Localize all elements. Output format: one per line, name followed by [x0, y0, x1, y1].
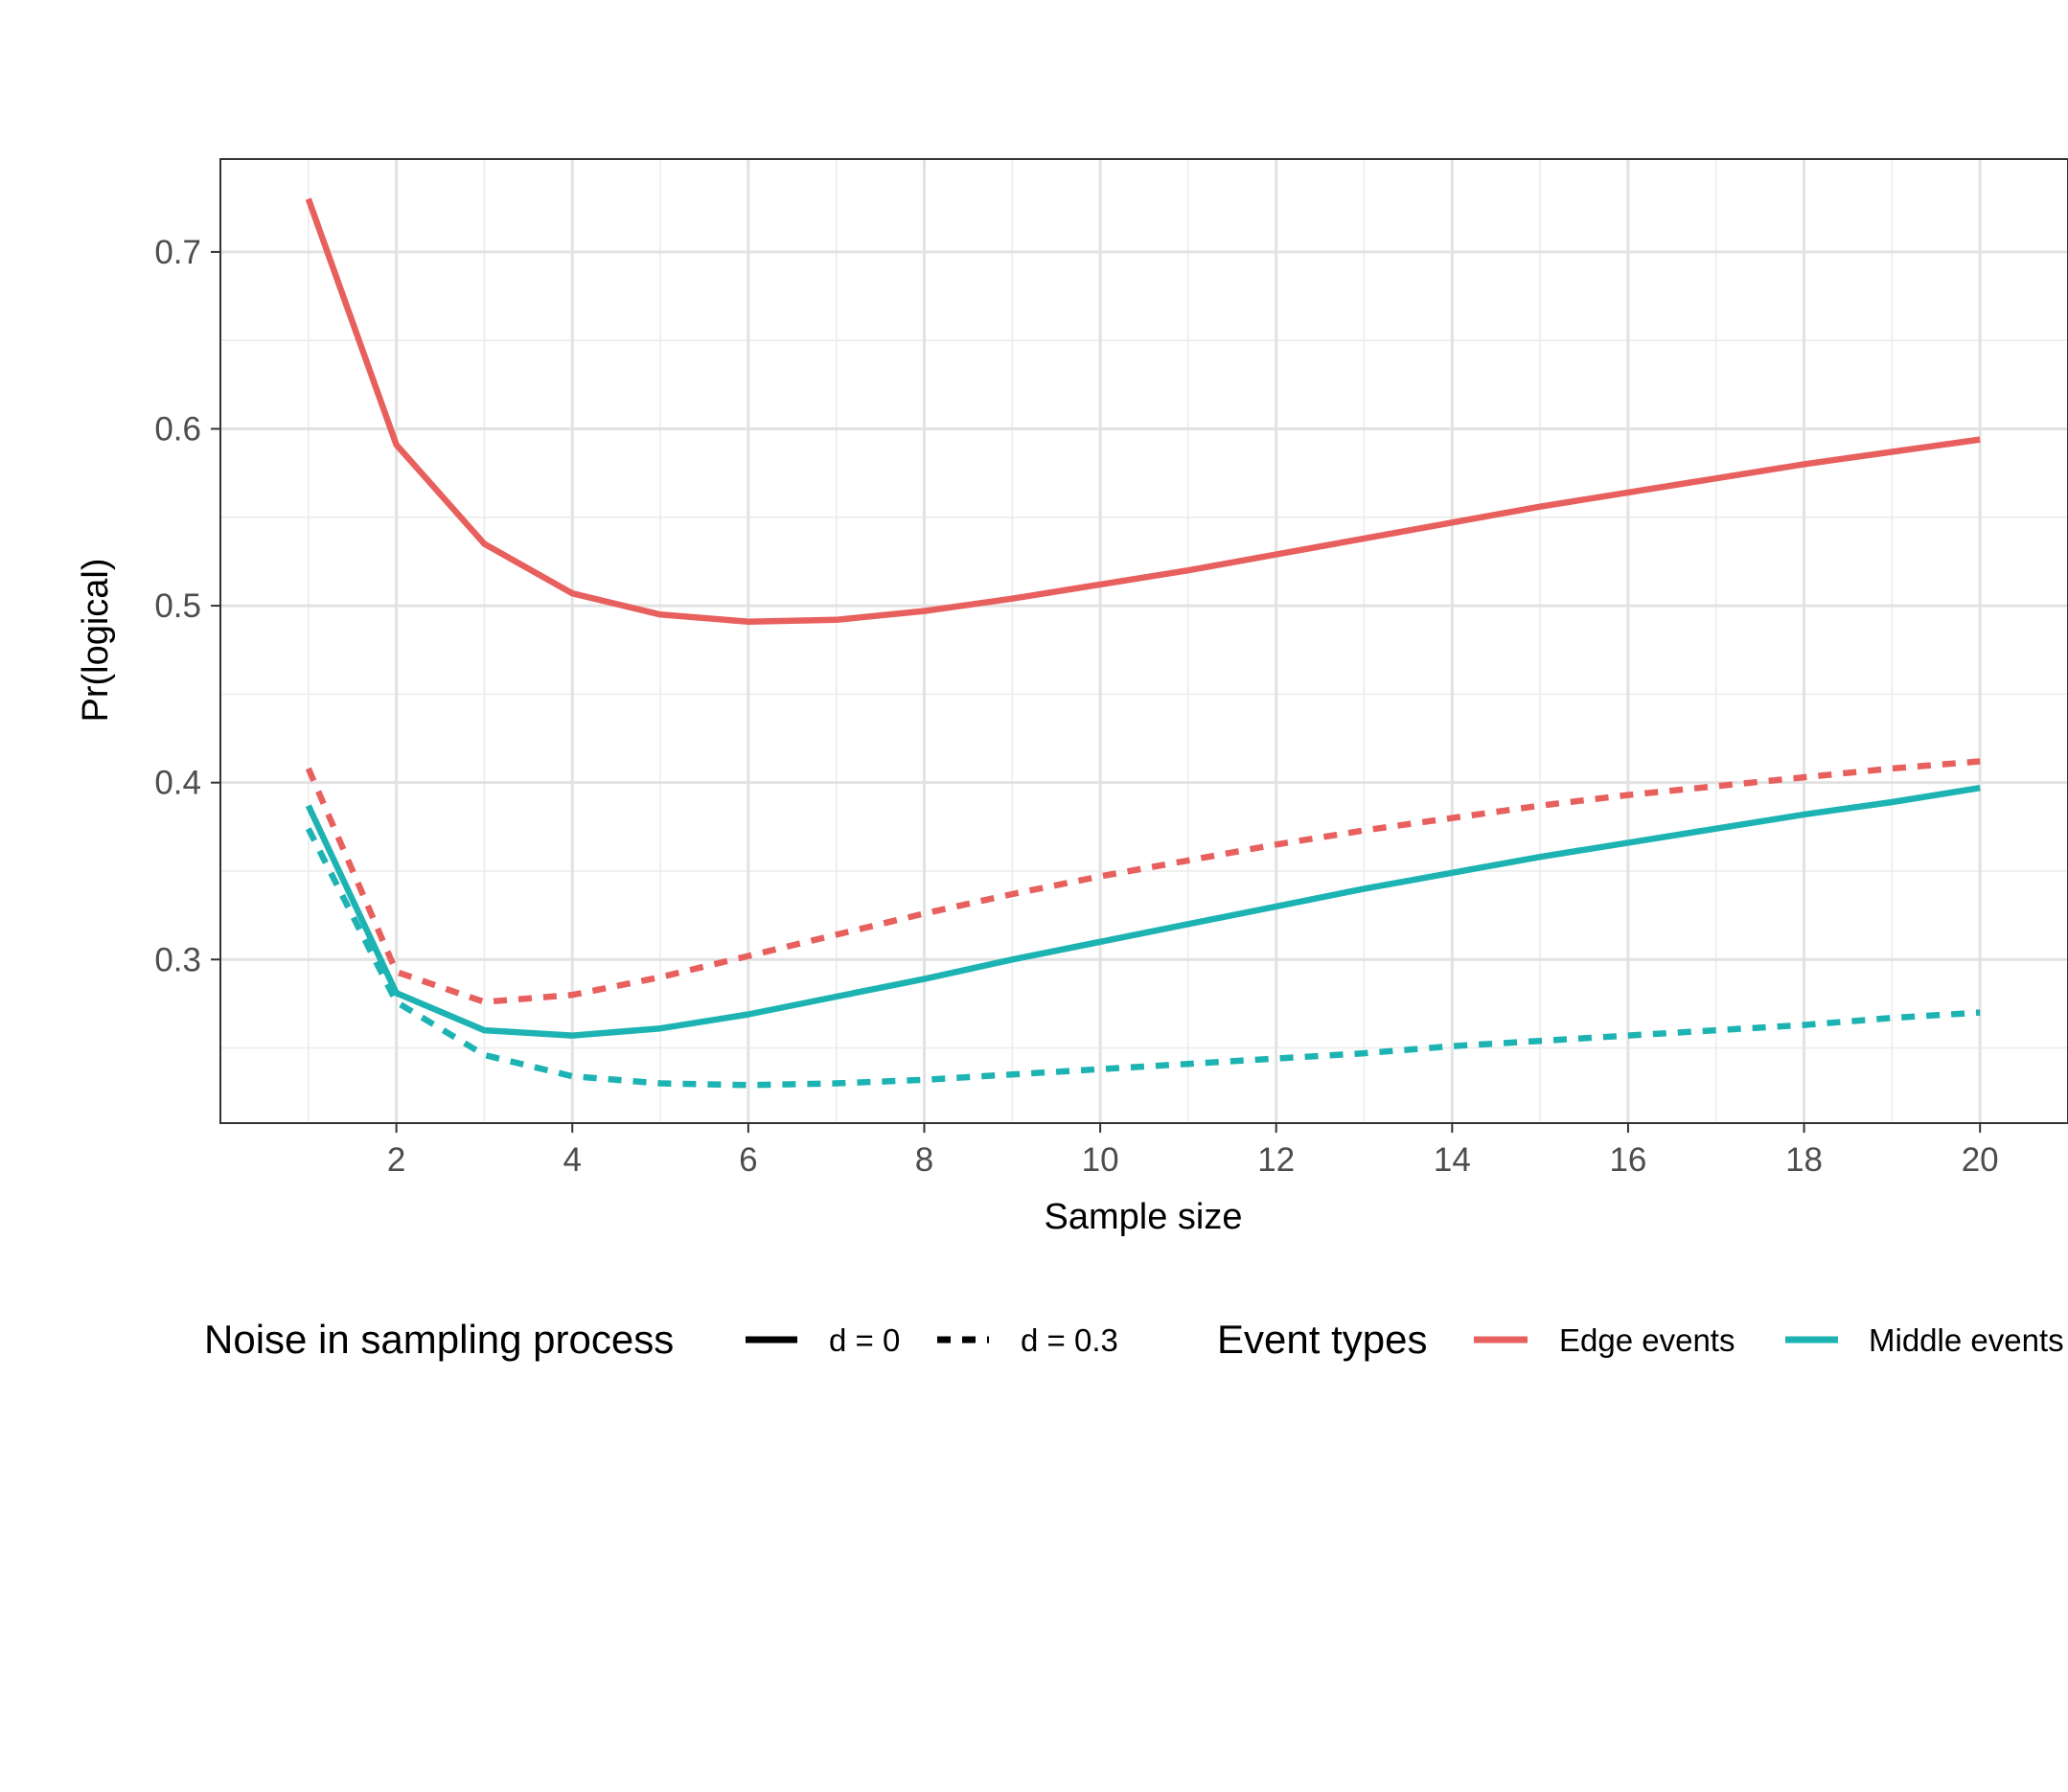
grid-minor — [220, 159, 2068, 1123]
series-layer — [305, 197, 1981, 1089]
series-line-edge-d03 — [305, 758, 1981, 1005]
legend-color-title: Event types — [1217, 1317, 1427, 1362]
x-tick-label: 12 — [1257, 1141, 1295, 1179]
legend-label-edge-events: Edge events — [1559, 1322, 1735, 1358]
legend-label-middle-events: Middle events — [1869, 1322, 2064, 1358]
legend: Noise in sampling process d = 0 d = 0.3 … — [204, 1317, 2064, 1362]
x-tick-label: 10 — [1082, 1141, 1119, 1179]
x-axis-title: Sample size — [1045, 1197, 1243, 1237]
y-tick-label: 0.7 — [154, 234, 201, 271]
legend-linetype-title: Noise in sampling process — [204, 1317, 674, 1362]
y-axis-ticks: 0.3 0.4 0.5 0.6 0.7 — [154, 234, 220, 978]
x-tick-label: 8 — [915, 1141, 933, 1179]
plot-panel-border — [219, 158, 2068, 1124]
x-tick-label: 6 — [739, 1141, 757, 1179]
x-tick-label: 14 — [1434, 1141, 1471, 1179]
y-tick-label: 0.3 — [154, 941, 201, 978]
series-line-middle-d03 — [305, 827, 1981, 1089]
y-axis-title: Pr(logical) — [76, 558, 116, 722]
y-tick-label: 0.4 — [154, 765, 201, 802]
x-tick-label: 2 — [387, 1141, 405, 1179]
y-tick-label: 0.5 — [154, 587, 201, 625]
legend-label-d03: d = 0.3 — [1021, 1322, 1118, 1358]
grid-major — [220, 159, 2068, 1123]
legend-label-d0: d = 0 — [829, 1322, 900, 1358]
x-tick-label: 20 — [1962, 1141, 1999, 1179]
y-tick-label: 0.6 — [154, 410, 201, 448]
x-tick-label: 4 — [563, 1141, 582, 1179]
x-tick-label: 16 — [1609, 1141, 1646, 1179]
x-tick-label: 18 — [1785, 1141, 1823, 1179]
series-line-middle-d0 — [305, 784, 1981, 1039]
series-line-edge-d0 — [305, 197, 1981, 625]
x-axis-ticks: 2 4 6 8 10 12 14 16 18 20 — [387, 1123, 1999, 1179]
